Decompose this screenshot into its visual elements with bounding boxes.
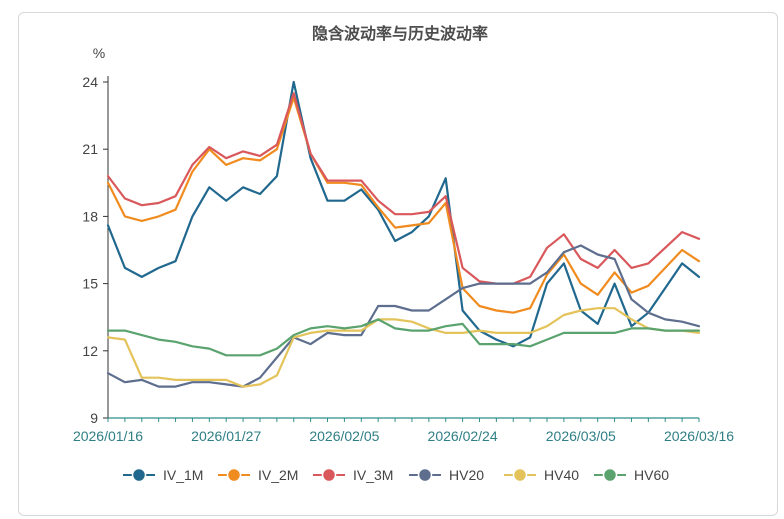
x-tick-label: 2026/02/24 [428, 428, 498, 444]
legend-marker-icon [417, 467, 433, 483]
legend-label: HV20 [449, 467, 484, 483]
legend[interactable]: IV_1M IV_2M IV_3M HV20 HV40 HV60 [123, 467, 669, 483]
legend-marker-icon [602, 467, 618, 483]
legend-marker-icon [321, 467, 337, 483]
legend-item-hv40[interactable]: HV40 [504, 467, 579, 483]
y-tick-label: 24 [82, 74, 98, 90]
x-tick-label: 2026/01/27 [191, 428, 261, 444]
series-line-iv-1m[interactable] [106, 80, 701, 348]
x-tick-label: 2026/02/05 [309, 428, 379, 444]
legend-item-hv60[interactable]: HV60 [594, 467, 669, 483]
legend-item-iv-3m[interactable]: IV_3M [313, 467, 393, 483]
legend-marker-icon [226, 467, 242, 483]
chart-title: 隐含波动率与历史波动率 [312, 24, 488, 43]
legend-marker-icon [512, 467, 528, 483]
legend-label: IV_1M [163, 467, 203, 483]
legend-label: HV60 [634, 467, 669, 483]
x-tick-label: 2026/01/16 [73, 428, 143, 444]
x-tick-label: 2026/03/05 [546, 428, 616, 444]
y-tick-label: 21 [82, 141, 98, 157]
series-line-hv40[interactable] [106, 307, 701, 388]
y-tick-label: 15 [82, 276, 98, 292]
legend-item-iv-2m[interactable]: IV_2M [218, 467, 298, 483]
y-tick-label: 12 [82, 343, 98, 359]
legend-label: IV_2M [258, 467, 298, 483]
y-axis-unit-label: % [93, 45, 105, 61]
legend-item-iv-1m[interactable]: IV_1M [123, 467, 203, 483]
series-line-hv20[interactable] [106, 244, 701, 388]
series-line-iv-3m[interactable] [106, 92, 701, 285]
legend-label: HV40 [544, 467, 579, 483]
series-line-iv-2m[interactable] [106, 96, 701, 314]
x-tick-label: 2026/03/16 [664, 428, 734, 444]
x-axis: 2026/01/16 2026/01/27 2026/02/05 2026/02/24… [73, 417, 734, 444]
series-line-hv60[interactable] [106, 318, 701, 357]
y-tick-label: 18 [82, 208, 98, 224]
legend-item-hv20[interactable]: HV20 [409, 467, 484, 483]
chart-card [18, 12, 778, 516]
y-tick-label: 9 [90, 410, 98, 426]
legend-label: IV_3M [353, 467, 393, 483]
y-axis: 9 12 15 18 21 24 [82, 74, 109, 426]
legend-marker-icon [131, 467, 147, 483]
series-layer [106, 80, 701, 388]
